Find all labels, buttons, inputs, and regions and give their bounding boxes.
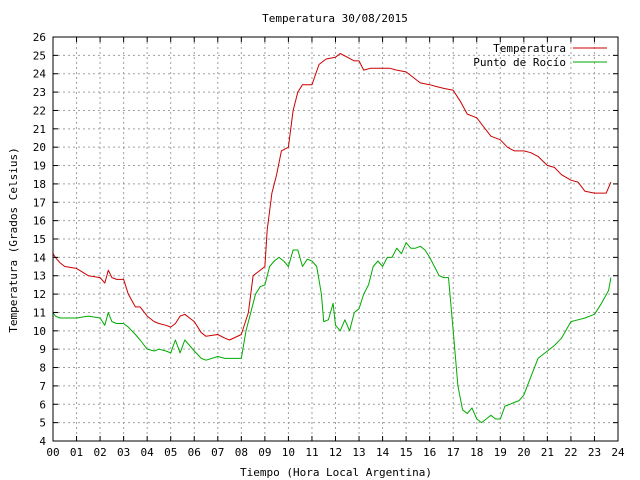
x-tick-label: 06: [188, 446, 201, 459]
x-tick-label: 15: [400, 446, 413, 459]
y-tick-label: 18: [33, 178, 46, 191]
x-tick-label: 03: [117, 446, 130, 459]
y-tick-label: 13: [33, 270, 46, 283]
y-tick-label: 8: [39, 362, 46, 375]
x-tick-label: 21: [541, 446, 554, 459]
x-tick-label: 17: [447, 446, 460, 459]
y-tick-label: 23: [33, 86, 46, 99]
x-tick-label: 19: [494, 446, 507, 459]
x-tick-label: 01: [70, 446, 83, 459]
y-tick-label: 26: [33, 31, 46, 44]
y-tick-label: 17: [33, 196, 46, 209]
y-tick-label: 24: [33, 68, 47, 81]
y-tick-label: 25: [33, 49, 46, 62]
y-tick-label: 11: [33, 306, 46, 319]
x-tick-label: 16: [423, 446, 436, 459]
y-tick-label: 12: [33, 288, 46, 301]
y-tick-label: 15: [33, 233, 46, 246]
x-tick-label: 04: [141, 446, 155, 459]
x-tick-label: 05: [164, 446, 177, 459]
chart-title: Temperatura 30/08/2015: [262, 12, 408, 25]
y-tick-label: 9: [39, 343, 46, 356]
x-tick-label: 20: [517, 446, 530, 459]
x-tick-label: 00: [46, 446, 59, 459]
y-tick-label: 22: [33, 104, 46, 117]
grid: [53, 37, 618, 441]
x-tick-label: 22: [564, 446, 577, 459]
x-tick-label: 02: [93, 446, 106, 459]
y-tick-label: 6: [39, 398, 46, 411]
y-tick-label: 21: [33, 123, 46, 136]
x-tick-label: 13: [352, 446, 365, 459]
axes: 4 5 6 7 8 9 10 11 12 13 14 15 16 17 18 19 20 21 22 23 24 25 26…: [33, 31, 625, 459]
x-tick-label: 24: [611, 446, 625, 459]
y-tick-label: 14: [33, 251, 47, 264]
series-line-punto-de-rocio: [52, 242, 612, 424]
y-tick-label: 4: [39, 435, 46, 448]
series-line-temperatura: [52, 53, 612, 341]
x-tick-label: 18: [470, 446, 483, 459]
x-tick-label: 11: [305, 446, 318, 459]
legend-label: Punto de Rocío: [473, 56, 566, 69]
x-tick-label: 07: [211, 446, 224, 459]
plot-area: [52, 53, 612, 424]
y-tick-label: 5: [39, 417, 46, 430]
y-tick-label: 16: [33, 215, 46, 228]
x-tick-label: 12: [329, 446, 342, 459]
y-tick-label: 19: [33, 160, 46, 173]
x-tick-label: 09: [258, 446, 271, 459]
legend-label: Temperatura: [493, 42, 566, 55]
y-axis-label: Temperatura (Grados Celsius): [7, 147, 20, 332]
x-tick-label: 10: [282, 446, 295, 459]
x-tick-label: 08: [235, 446, 248, 459]
x-tick-label: 14: [376, 446, 390, 459]
x-tick-label: 23: [588, 446, 601, 459]
y-tick-label: 7: [39, 380, 46, 393]
y-tick-label: 10: [33, 325, 46, 338]
y-tick-label: 20: [33, 141, 46, 154]
x-axis-label: Tiempo (Hora Local Argentina): [240, 466, 432, 479]
